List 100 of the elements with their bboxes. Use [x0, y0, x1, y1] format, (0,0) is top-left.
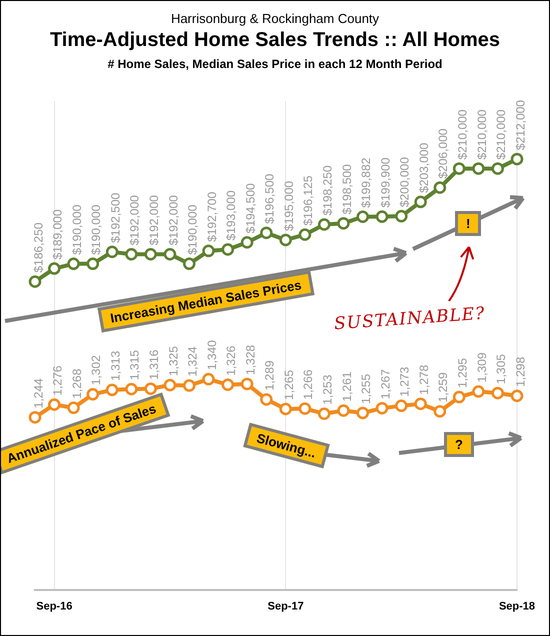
data-label: $190,000 [89, 204, 104, 255]
point [164, 378, 176, 392]
data-label: 1,315 [128, 350, 142, 380]
point [510, 390, 524, 402]
data-label: $192,000 [128, 194, 142, 246]
data-label: 1,325 [166, 346, 180, 376]
data-label: 1,326 [224, 345, 238, 376]
data-label: 1,244 [31, 378, 46, 408]
point [414, 196, 427, 208]
data-label: 1,302 [89, 354, 104, 386]
data-label: $210,000 [474, 109, 489, 160]
point [452, 162, 466, 175]
x-tick-label: Sep-18 [498, 600, 536, 612]
data-label: $200,000 [398, 156, 412, 208]
data-label: 1,324 [186, 346, 200, 377]
data-label: $192,700 [204, 192, 219, 242]
data-label: 1,289 [262, 360, 277, 390]
data-label: 1,266 [301, 369, 316, 400]
data-label: 1,253 [320, 374, 335, 405]
point [86, 388, 100, 401]
point [318, 218, 330, 231]
data-label: $186,250 [31, 222, 46, 273]
text: Harrisonburg & Rockingham County [170, 11, 380, 26]
point [414, 398, 427, 410]
point [67, 402, 80, 414]
point [298, 402, 312, 415]
data-label: 1,316 [146, 349, 161, 380]
point [356, 406, 370, 420]
data-label: $210,000 [494, 109, 508, 160]
data-label: 1,295 [455, 358, 470, 388]
point [106, 384, 118, 396]
point [472, 385, 485, 398]
point [240, 378, 254, 390]
point [491, 162, 504, 175]
data-label: $195,000 [282, 180, 296, 231]
data-label: $196,500 [262, 173, 277, 224]
point [48, 262, 61, 275]
data-label: 1,261 [340, 371, 354, 402]
annotation: ! [455, 210, 482, 236]
data-label: 1,273 [398, 366, 412, 397]
data-label: $190,000 [70, 204, 84, 255]
point [510, 152, 524, 166]
data-label: 1,305 [494, 354, 508, 384]
data-label: $206,000 [436, 128, 450, 179]
data-label: $192,500 [108, 192, 122, 243]
point [106, 246, 118, 258]
point [125, 248, 138, 261]
annotation: ? [444, 432, 474, 456]
point [356, 210, 370, 223]
point [260, 226, 273, 240]
point [48, 398, 61, 411]
annotation: SUSTAINABLE? [332, 304, 486, 334]
point [260, 393, 273, 406]
data-label: 1,276 [50, 365, 65, 396]
point [182, 379, 196, 392]
x-tick-label: Sep-16 [36, 600, 72, 612]
data-label: 1,259 [436, 372, 450, 402]
data-label: 1,340 [204, 340, 219, 370]
data-label: 1,313 [108, 350, 122, 381]
data-label: $199,882 [359, 157, 374, 208]
point [376, 402, 388, 414]
data-label: 1,328 [243, 344, 258, 375]
point [472, 162, 485, 175]
point [240, 236, 254, 249]
data-label: $192,000 [146, 194, 161, 246]
point [222, 243, 234, 256]
point [279, 402, 292, 416]
data-label: $193,000 [224, 190, 238, 240]
data-label: $190,000 [186, 204, 200, 255]
point [67, 258, 80, 270]
point [144, 248, 157, 261]
point [86, 258, 100, 270]
data-label: $210,000 [455, 109, 470, 160]
point [434, 181, 446, 194]
point [434, 405, 446, 418]
point [376, 210, 388, 223]
point [452, 390, 466, 404]
point [337, 404, 350, 417]
point [164, 248, 176, 261]
point [222, 378, 234, 391]
chart-subtitle: # Home Sales, Median Sales Price in each 12 Month Period [106, 57, 444, 71]
data-label: $198,250 [320, 165, 335, 216]
chart-title: Time-Adjusted Home Sales Trends :: All Homes [48, 29, 502, 52]
x-tick-label: Sep-17 [268, 600, 304, 612]
point [318, 408, 330, 420]
data-label: $198,500 [340, 164, 354, 214]
point [298, 228, 312, 241]
point [395, 210, 408, 222]
point [279, 234, 292, 246]
point [125, 382, 138, 396]
point [28, 411, 42, 424]
point [144, 382, 157, 395]
point [491, 386, 504, 400]
data-label: 1,267 [378, 368, 392, 400]
point [337, 217, 350, 230]
data-label: 1,278 [416, 364, 431, 395]
point [182, 258, 196, 270]
point [202, 372, 215, 386]
point [28, 275, 42, 288]
data-label: $212,000 [513, 100, 528, 150]
